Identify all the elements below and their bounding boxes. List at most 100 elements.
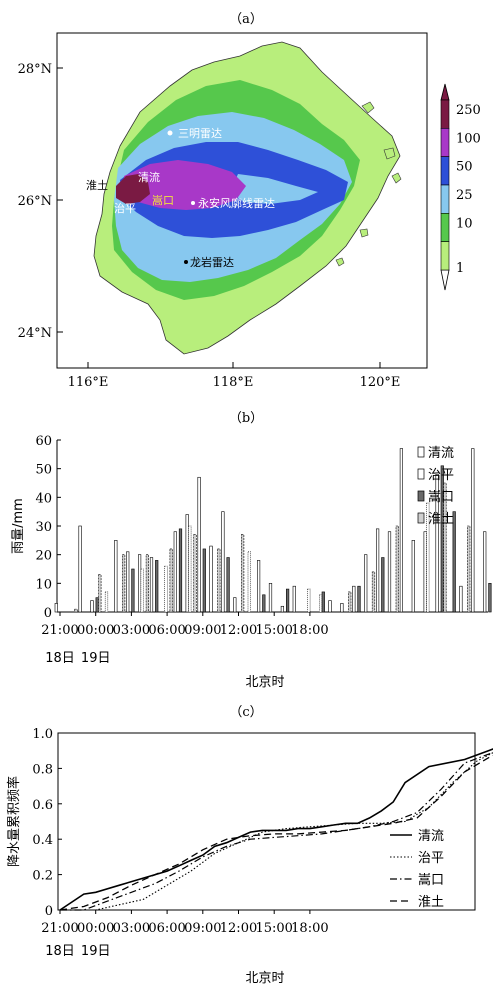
lon-label-118: 118°E: [213, 375, 254, 390]
bar-嵩口: [488, 583, 492, 613]
rain-zone-100-250: [124, 160, 246, 210]
bar-清流: [78, 525, 82, 613]
colorbar-level-label: 10: [456, 216, 473, 231]
bar-清流: [149, 557, 154, 613]
huaitu-label: 淮土: [86, 179, 108, 192]
bar-嵩口: [131, 568, 135, 613]
y-tick-label: 0.8: [32, 762, 53, 777]
legend-swatch: [417, 446, 425, 458]
bar-淮土: [241, 534, 245, 613]
longyan-radar-marker: [184, 260, 188, 264]
legend-swatch: [417, 490, 425, 502]
date-label: 18日: [45, 651, 75, 666]
yongan-marker: [191, 201, 195, 205]
bar-清流: [126, 551, 130, 613]
bar-治平: [307, 588, 311, 613]
legend-swatch: [417, 512, 425, 524]
bar-清流: [256, 560, 261, 613]
date-label: 18日: [45, 944, 75, 959]
lon-label-120: 120°E: [360, 375, 401, 390]
y-tick-label: 0.4: [32, 833, 53, 848]
x-tick-label: 21:00: [41, 623, 78, 638]
legend-entry: 治平: [418, 851, 444, 866]
bar-淮土: [145, 554, 150, 613]
y-tick-label: 1.0: [32, 727, 53, 742]
bar-淮土: [122, 554, 126, 613]
legend-entry: 嵩口: [418, 873, 444, 888]
map-panel: 28°N 26°N 24°N 116°E 118°E 120°E 三明雷达 淮土…: [18, 32, 428, 390]
yongan-label: 永安风廓线雷达: [198, 196, 275, 210]
y-tick-label: 0: [44, 606, 52, 621]
bar-嵩口: [226, 557, 230, 613]
bar-嵩口: [321, 591, 325, 613]
colorbar-upper-arrow: [440, 83, 450, 101]
bar-治平: [140, 568, 144, 613]
bar-清流: [114, 540, 118, 613]
bar-清流: [423, 531, 427, 613]
bar-清流: [138, 554, 142, 613]
bar-清流: [483, 531, 487, 613]
x-tick-label: 21:00: [41, 921, 78, 936]
bar-清流: [280, 605, 285, 613]
y-tick-label: 60: [35, 434, 52, 449]
bar-清流: [221, 511, 225, 613]
x-tick-label: 00:00: [77, 921, 114, 936]
bar-淮土: [371, 571, 376, 613]
bar-清流: [411, 540, 415, 613]
bar-嵩口: [357, 585, 361, 613]
bar-嵩口: [452, 511, 456, 613]
bar-淮土: [193, 534, 197, 613]
bar-清流: [173, 531, 177, 613]
bar-清流: [328, 600, 332, 613]
bar-清流: [375, 528, 380, 613]
date-label: 19日: [81, 651, 111, 666]
x-tick-label: 09:00: [184, 623, 221, 638]
line-plot-frame: [57, 732, 476, 911]
colorbar-swatch-5: [440, 241, 450, 271]
bar-淮土: [98, 574, 102, 613]
x-tick-label: 00:00: [77, 623, 114, 638]
y-tick-label: 10: [35, 577, 52, 592]
x-tick-label: 06:00: [148, 623, 185, 638]
bar-淮土: [395, 525, 399, 613]
bar-嵩口: [381, 557, 385, 613]
coastal-islands: [335, 101, 402, 267]
bar-清流: [352, 585, 356, 613]
rain-zone-over-250: [116, 174, 150, 204]
bar-嵩口: [155, 560, 159, 613]
panel-a-label: （a）: [229, 12, 263, 27]
legend-entry: 清流: [428, 446, 454, 461]
bar-清流: [233, 597, 237, 613]
bar-清流: [197, 476, 201, 613]
bar-清流: [340, 603, 344, 613]
bar-清流: [435, 474, 439, 613]
bar-清流: [387, 531, 392, 613]
bar-淮土: [467, 525, 471, 613]
bar-嵩口: [262, 594, 266, 613]
bar-淮土: [74, 608, 78, 613]
zhiping-label: 治平: [114, 201, 136, 215]
y-tick-label: 0: [45, 904, 53, 919]
bar-x-axis-label: 北京时: [245, 675, 284, 690]
colorbar: 250 100 50 25 10 1: [440, 83, 481, 291]
bar-治平: [247, 551, 251, 613]
colorbar-level-label: 25: [456, 188, 473, 203]
bar-y-axis-label: 雨量/mm: [11, 498, 26, 554]
panel-b-label: （b）: [229, 411, 263, 426]
bar-嵩口: [202, 548, 206, 613]
x-tick-label: 12:00: [220, 623, 257, 638]
colorbar-swatch-2: [440, 156, 450, 186]
y-tick-label: 40: [35, 491, 52, 506]
rain-gap: [230, 174, 318, 204]
bar-嵩口: [178, 528, 183, 613]
x-tick-label: 09:00: [184, 921, 221, 936]
x-tick-label: 03:00: [113, 623, 150, 638]
map-ticks: [57, 67, 381, 368]
date-label: 19日: [81, 944, 111, 959]
x-tick-label: 12:00: [220, 921, 257, 936]
legend-entry: 淮土: [418, 895, 444, 910]
legend-entry: 嵩口: [428, 490, 454, 505]
x-tick-label: 18:00: [291, 921, 328, 936]
line-y-axis-label: 降水量累积频率: [6, 776, 22, 867]
